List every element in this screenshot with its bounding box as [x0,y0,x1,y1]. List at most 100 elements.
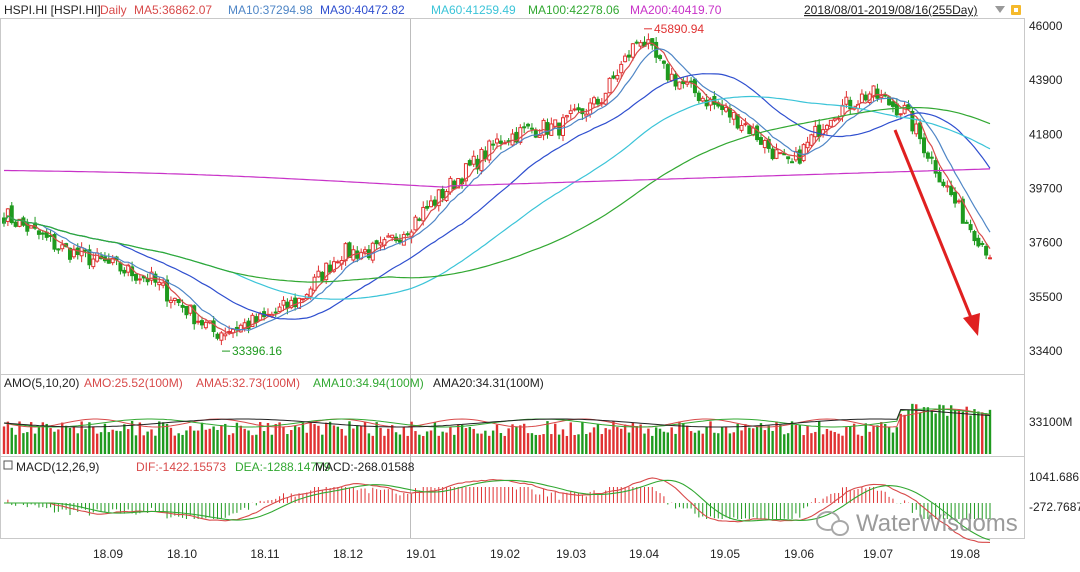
volume-bar [344,435,347,454]
volume-bar [123,424,126,454]
price-tick: 37600 [1029,236,1063,250]
volume-bar [259,422,262,454]
candle-body [914,123,919,135]
volume-bar [713,432,716,454]
candle-body [871,85,876,98]
volume-bar [476,433,479,454]
volume-bar [282,426,285,454]
candle-body [300,298,305,301]
volume-bar [841,435,844,454]
candle-body [953,192,958,204]
volume-bar [720,427,724,454]
lock-icon[interactable] [1011,5,1021,15]
dropdown-triangle-icon[interactable] [995,6,1005,13]
candle-body [133,273,138,281]
candle-body [335,261,340,264]
volume-bar [763,430,767,454]
candle-body [595,98,600,105]
price-pane [0,18,1025,375]
price-tick: 39700 [1029,182,1063,196]
volume-bar [538,434,541,454]
volume-bar [231,433,235,454]
volume-bar [736,423,739,454]
volume-bar [872,425,875,454]
volume-bar [150,429,153,454]
volume-bar [142,435,145,454]
watermark: WaterWisdoms [816,510,1018,537]
ma-legend: MA5:36862.07 MA10:37294.98 MA30:40472.82 MA… [134,3,722,17]
candle-body [9,205,14,224]
candle-body [203,321,208,329]
volume-bar [596,424,600,454]
volume-bar [887,427,891,454]
volume-bar [80,421,83,454]
volume-bar [173,435,177,454]
candle-body [797,149,802,164]
volume-bar [402,426,406,454]
volume-bar [845,426,848,454]
volume-bar [247,430,250,454]
candle-body [172,297,177,301]
volume-bar [84,429,87,454]
candle-body [429,200,434,208]
volume-bar [422,435,425,454]
square-icon[interactable] [3,460,13,470]
volume-bar [565,435,569,454]
candle-body [215,333,220,339]
volume-bar [682,423,685,454]
volume-bar [530,433,534,454]
volume-bar [146,431,149,454]
volume-bar [208,428,211,454]
candle-body [623,55,628,63]
volume-bar [484,430,487,454]
candle-body [518,127,523,144]
candle-body [879,95,884,99]
candle-body [168,299,173,303]
volume-bar [115,430,118,454]
volume-bar [647,428,650,454]
vertical-grid [410,19,411,538]
candle-body [677,81,682,90]
amo-label: AMO:25.52(100M) [84,376,183,390]
volume-bar [49,428,52,454]
volume-bar [212,426,215,454]
volume-bar [814,431,817,454]
ma-label: MA5:36862.07 [134,3,212,17]
ma-line [3,73,991,320]
candle-body [564,115,569,118]
candle-body [661,60,666,64]
candle-body [611,75,616,79]
price-tick: 41800 [1029,127,1063,141]
candle-body [529,127,534,130]
candle-body [890,101,895,107]
candle-body [246,320,251,330]
candle-body [704,99,709,107]
time-tick: 19.02 [490,547,520,561]
amo-label: AMA5:32.73(100M) [196,376,300,390]
volume-bar [833,432,836,454]
candle-body [875,88,880,99]
candle-body [161,282,166,286]
volume-bar [437,435,440,454]
candle-body [700,97,705,102]
candle-body [859,93,864,103]
candle-body [658,55,663,60]
volume-bar [410,421,413,454]
volume-bar [185,430,188,454]
volume-bar [495,424,499,454]
candle-body [448,177,453,193]
volume-bar [363,421,367,454]
candle-body [809,134,814,146]
candle-body [91,258,96,268]
candle-body [165,279,170,302]
volume-bar [825,428,829,454]
ma-label: MA10:37294.98 [228,3,313,17]
volume-bar [786,433,790,454]
volume-bar [678,421,681,454]
volume-bar [817,421,821,454]
volume-bar [810,433,813,454]
volume-bar [771,430,774,454]
candle-body [572,108,577,111]
price-annotations: 45890.94 33396.16 [222,22,704,358]
